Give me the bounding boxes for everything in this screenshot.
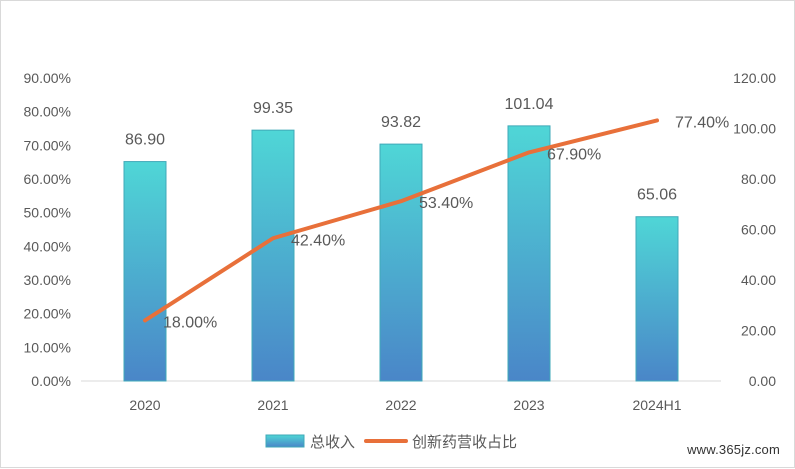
line-value-label: 67.90%	[547, 146, 601, 163]
line-value-label: 18.00%	[163, 314, 217, 331]
y-right-tick-label: 120.00	[733, 70, 776, 86]
bar	[508, 126, 550, 381]
line-value-label: 53.40%	[419, 195, 473, 212]
watermark: www.365jz.com	[683, 440, 784, 459]
y-right-tick-label: 20.00	[741, 323, 776, 339]
line-value-label: 77.40%	[675, 114, 729, 131]
bar	[124, 162, 166, 381]
bar-value-label: 101.04	[505, 96, 554, 113]
y-left-tick-label: 40.00%	[24, 238, 71, 254]
legend-bar-label: 总收入	[310, 434, 355, 451]
y-left-tick-label: 20.00%	[24, 306, 71, 322]
y-left-tick-label: 70.00%	[24, 137, 71, 153]
bar	[380, 144, 422, 381]
y-left-tick-label: 90.00%	[24, 70, 71, 86]
y-left-tick-label: 0.00%	[31, 373, 71, 389]
bar-value-label: 99.35	[253, 100, 293, 117]
bar-value-label: 65.06	[637, 187, 677, 204]
bar-value-label: 86.90	[125, 132, 165, 149]
x-tick-label: 2021	[257, 397, 288, 413]
x-tick-label: 2020	[129, 397, 160, 413]
line-value-label: 42.40%	[291, 232, 345, 249]
y-right-tick-label: 0.00	[749, 373, 776, 389]
x-tick-label: 2024H1	[632, 397, 681, 413]
y-right-tick-label: 40.00	[741, 272, 776, 288]
y-left-tick-label: 80.00%	[24, 104, 71, 120]
bar	[252, 130, 294, 381]
y-left-tick-label: 10.00%	[24, 339, 71, 355]
bar-value-label: 93.82	[381, 114, 421, 131]
y-right-tick-label: 60.00	[741, 222, 776, 238]
x-tick-label: 2023	[513, 397, 544, 413]
bar	[636, 217, 678, 381]
legend-bar-swatch	[266, 435, 304, 447]
legend-line-label: 创新药营收占比	[412, 434, 517, 451]
y-left-tick-label: 30.00%	[24, 272, 71, 288]
x-tick-label: 2022	[385, 397, 416, 413]
y-right-tick-label: 80.00	[741, 171, 776, 187]
y-left-tick-label: 60.00%	[24, 171, 71, 187]
y-left-tick-label: 50.00%	[24, 205, 71, 221]
y-right-tick-label: 100.00	[733, 121, 776, 137]
